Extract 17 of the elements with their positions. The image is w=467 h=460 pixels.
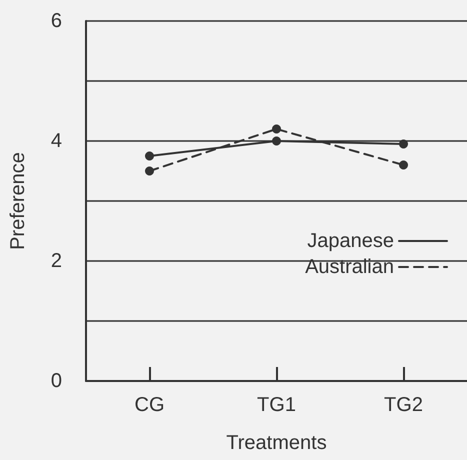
point (272, 124, 281, 134)
legend-label: Japanese (307, 230, 394, 252)
x-tick-label: CG (134, 394, 164, 416)
legend-label: Australian (305, 256, 394, 278)
x-tick-label: TG1 (257, 394, 296, 416)
point (399, 160, 408, 170)
point (145, 152, 154, 160)
y-tick-label: 6 (50, 10, 62, 32)
y-tick-label: 4 (50, 130, 62, 152)
y-tick-label: 2 (50, 250, 62, 272)
x-axis-title: Treatments (226, 432, 327, 454)
y-axis-title: Preference (7, 152, 29, 250)
point (272, 136, 281, 146)
y-tick-label: 0 (50, 370, 62, 392)
point (399, 140, 408, 148)
x-tick-label: TG2 (384, 394, 423, 416)
point (145, 166, 154, 176)
